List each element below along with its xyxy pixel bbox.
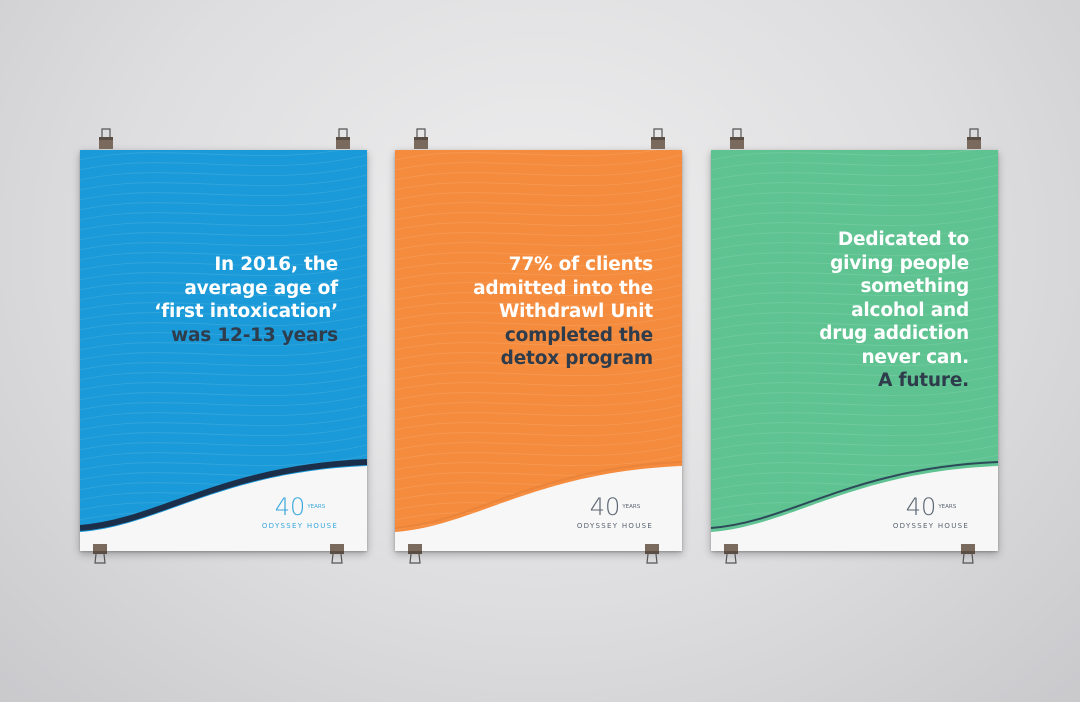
poster-headline: 77% of clients admitted into the Withdrawl… xyxy=(473,253,653,371)
poster-headline: In 2016, the average age of ‘first intoxic… xyxy=(154,253,338,347)
binder-clip-icon xyxy=(966,128,982,150)
wave-graphic xyxy=(395,150,682,551)
poster-text-line: In 2016, the xyxy=(214,254,338,275)
poster-text-line: Dedicated to xyxy=(837,229,969,250)
logo-years: YEARS xyxy=(938,503,957,510)
wave-graphic xyxy=(711,150,998,551)
logo-name: ODYSSEY HOUSE xyxy=(576,522,654,530)
poster-blue: In 2016, the average age of ‘first intoxic… xyxy=(80,150,367,551)
wave-graphic xyxy=(80,150,367,551)
binder-clip-icon xyxy=(335,128,351,150)
poster-text-line: was 12-13 years xyxy=(171,324,338,346)
odyssey-house-logo: 40 YEARS ODYSSEY HOUSE xyxy=(255,494,345,531)
logo-years: YEARS xyxy=(622,503,641,510)
poster-text-line: ‘first intoxication’ xyxy=(154,301,338,322)
binder-clip-icon xyxy=(413,128,429,150)
poster-text-line: giving people xyxy=(830,252,969,274)
logo-mark: 40 YEARS xyxy=(275,494,325,520)
logo-number: 40 xyxy=(589,493,621,521)
binder-clip-icon xyxy=(650,128,666,150)
logo-mark: 40 YEARS xyxy=(906,494,956,520)
binder-clip-icon xyxy=(329,543,345,565)
poster-text-line: average age of xyxy=(184,277,338,299)
odyssey-house-logo: 40 YEARS ODYSSEY HOUSE xyxy=(886,494,976,531)
binder-clip-icon xyxy=(98,128,114,150)
logo-mark: 40 YEARS xyxy=(590,494,640,520)
binder-clip-icon xyxy=(960,543,976,565)
binder-clip-icon xyxy=(723,543,739,565)
poster-green: Dedicated to giving people something alcoho… xyxy=(711,150,998,551)
binder-clip-icon xyxy=(407,543,423,565)
binder-clip-icon xyxy=(729,128,745,150)
binder-clip-icon xyxy=(92,543,108,565)
poster-text-line: 77% of clients xyxy=(508,254,654,275)
odyssey-house-logo: 40 YEARS ODYSSEY HOUSE xyxy=(570,494,660,531)
logo-years: YEARS xyxy=(307,503,326,510)
poster-text-line: something xyxy=(860,276,969,297)
logo-number: 40 xyxy=(905,493,937,521)
logo-name: ODYSSEY HOUSE xyxy=(892,522,970,530)
poster-text-line: drug addiction xyxy=(819,323,969,344)
poster-text-line: A future. xyxy=(878,370,969,391)
poster-text-line: alcohol and xyxy=(851,299,969,321)
poster-text-line: detox program xyxy=(500,348,654,369)
poster-text-line: never can. xyxy=(861,346,969,368)
poster-orange: 77% of clients admitted into the Withdrawl… xyxy=(395,150,682,551)
poster-text-line: admitted into the xyxy=(473,277,653,299)
poster-text-line: completed the xyxy=(504,324,653,346)
binder-clip-icon xyxy=(644,543,660,565)
poster-text-line: Withdrawl Unit xyxy=(498,301,653,322)
poster-headline: Dedicated to giving people something alcoho… xyxy=(819,228,969,393)
logo-number: 40 xyxy=(274,493,306,521)
logo-name: ODYSSEY HOUSE xyxy=(261,522,339,530)
